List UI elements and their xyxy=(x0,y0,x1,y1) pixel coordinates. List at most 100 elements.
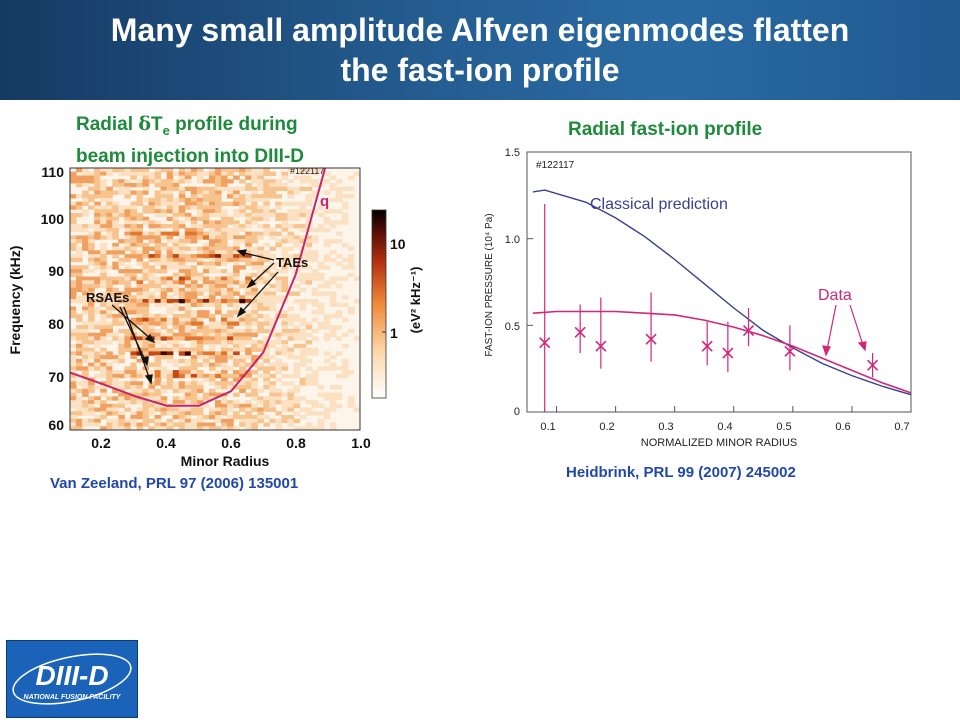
heatmap-cell xyxy=(329,239,337,244)
heatmap-cell xyxy=(239,362,246,367)
heatmap-cell xyxy=(245,186,252,191)
heatmap-cell xyxy=(130,366,137,371)
heatmap-cell xyxy=(323,291,331,296)
heatmap-cell xyxy=(154,254,162,259)
heatmap-cell xyxy=(154,276,162,281)
heatmap-cell xyxy=(233,317,240,322)
heatmap-cell xyxy=(184,328,192,334)
heatmap-cell xyxy=(209,377,216,382)
heatmap-cell xyxy=(227,351,234,356)
heatmap-cell xyxy=(215,400,222,405)
heatmap-cell xyxy=(106,377,113,382)
heatmap-cell xyxy=(281,175,289,180)
heatmap-cell xyxy=(184,411,192,416)
heatmap-cell xyxy=(178,411,186,416)
heatmap-cell xyxy=(245,287,252,293)
heatmap-cell xyxy=(335,220,343,225)
heatmap-cell xyxy=(209,396,216,401)
heatmap-cell xyxy=(251,321,258,326)
heatmap-cell xyxy=(251,209,258,214)
heatmap-cell xyxy=(172,306,180,311)
heatmap-cell xyxy=(311,250,319,255)
heatmap-cell xyxy=(293,183,301,188)
heatmap-cell xyxy=(202,224,210,229)
heatmap-cell xyxy=(251,340,258,345)
heatmap-cell xyxy=(227,332,234,337)
heatmap-cell xyxy=(166,370,174,375)
heatmap-cell xyxy=(178,415,186,420)
heatmap-cell xyxy=(263,183,270,188)
heatmap-cell xyxy=(148,385,156,390)
heatmap-cell xyxy=(112,254,119,259)
heatmap-cell xyxy=(94,212,101,218)
heatmap-cell xyxy=(100,302,107,307)
fast-ion-x-tick-0.1: 0.1 xyxy=(540,421,555,433)
heatmap-cell xyxy=(118,306,125,311)
heatmap-cell xyxy=(106,314,113,319)
heatmap-cell xyxy=(239,321,246,326)
heatmap-cell xyxy=(269,194,276,199)
heatmap-cell xyxy=(106,407,113,412)
heatmap-cell xyxy=(82,235,89,240)
heatmap-cell xyxy=(100,388,107,394)
heatmap-cell xyxy=(142,168,150,173)
heatmap-cell xyxy=(130,168,137,173)
heatmap-cell xyxy=(148,257,156,263)
heatmap-cell xyxy=(142,299,150,304)
heatmap-cell xyxy=(227,235,234,240)
heatmap-cell xyxy=(160,254,168,259)
heatmap-cell xyxy=(275,212,282,218)
heatmap-cell xyxy=(257,168,264,173)
data-point-marker xyxy=(701,340,713,352)
heatmap-cell xyxy=(166,261,174,266)
heatmap-cell xyxy=(118,171,125,176)
heatmap-cell xyxy=(299,261,307,266)
heatmap-cell xyxy=(329,257,337,263)
heatmap-cell xyxy=(209,235,216,240)
heatmap-cell xyxy=(202,242,210,248)
heatmap-cell xyxy=(148,314,156,319)
heatmap-cell xyxy=(233,291,240,296)
heatmap-cell xyxy=(299,254,307,259)
heatmap-cell xyxy=(70,265,77,270)
heatmap-cell xyxy=(221,179,228,184)
heatmap-cell xyxy=(257,257,264,263)
heatmap-cell xyxy=(136,415,144,420)
heatmap-cell xyxy=(263,422,270,427)
heatmap-cell xyxy=(257,216,264,221)
heatmap-cell xyxy=(269,190,276,195)
heatmap-cell xyxy=(166,239,174,244)
heatmap-cell xyxy=(196,343,204,349)
heatmap-cell xyxy=(178,190,186,195)
heatmap-cell xyxy=(293,317,301,322)
heatmap-cell xyxy=(215,328,222,334)
heatmap-cell xyxy=(70,336,77,341)
heatmap-cell xyxy=(124,343,131,349)
heatmap-cell xyxy=(263,351,270,356)
heatmap-cell xyxy=(299,287,307,293)
heatmap-cell xyxy=(209,201,216,206)
heatmap-cell xyxy=(281,257,289,263)
heatmap-cell xyxy=(257,400,264,405)
heatmap-cell xyxy=(215,284,222,289)
heatmap-cell xyxy=(293,343,301,349)
heatmap-cell xyxy=(190,205,198,210)
heatmap-cell xyxy=(215,242,222,248)
heatmap-cell xyxy=(257,201,264,206)
heatmap-cell xyxy=(251,422,258,427)
heatmap-cell xyxy=(305,411,313,416)
heatmap-cell xyxy=(112,231,119,236)
heatmap-cell xyxy=(287,321,295,326)
heatmap-cell xyxy=(106,418,113,424)
heatmap-cell xyxy=(106,168,113,173)
heatmap-cell xyxy=(148,351,156,356)
heatmap-cell xyxy=(347,257,355,263)
heatmap-cell xyxy=(305,373,313,379)
heatmap-cell xyxy=(130,336,137,341)
heatmap-cell xyxy=(136,261,144,266)
heatmap-cell xyxy=(202,358,210,364)
heatmap-cell xyxy=(281,250,289,255)
heatmap-cell xyxy=(257,299,264,304)
heatmap-cell xyxy=(160,190,168,195)
heatmap-cell xyxy=(293,276,301,281)
